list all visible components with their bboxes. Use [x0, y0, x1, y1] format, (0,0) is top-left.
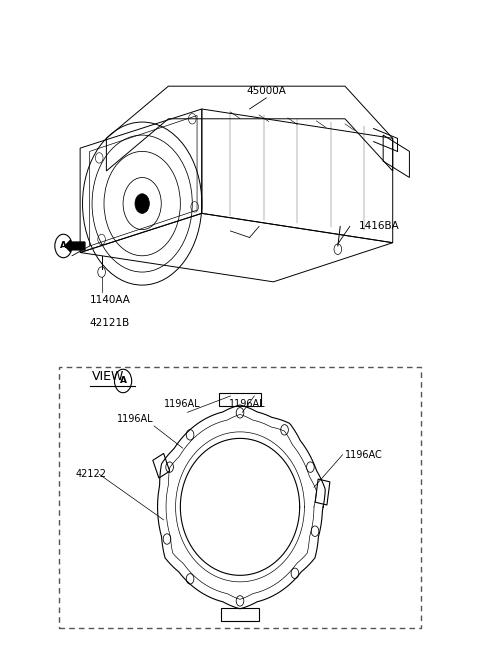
Text: 1196AL: 1196AL — [165, 399, 201, 409]
Text: VIEW: VIEW — [92, 370, 124, 383]
Text: 1196AL: 1196AL — [117, 414, 153, 424]
Text: 45000A: 45000A — [246, 86, 286, 96]
Bar — [153, 453, 170, 478]
Circle shape — [135, 194, 149, 214]
Text: 1140AA: 1140AA — [90, 295, 131, 305]
Bar — [315, 479, 330, 505]
Text: 42122: 42122 — [75, 469, 107, 479]
Text: 1416BA: 1416BA — [360, 221, 400, 231]
FancyArrow shape — [65, 240, 85, 252]
Text: 42121B: 42121B — [90, 318, 130, 328]
Text: 1196AL: 1196AL — [229, 399, 265, 409]
Text: A: A — [60, 242, 67, 250]
Text: A: A — [120, 377, 127, 386]
Text: 1196AC: 1196AC — [345, 450, 383, 460]
